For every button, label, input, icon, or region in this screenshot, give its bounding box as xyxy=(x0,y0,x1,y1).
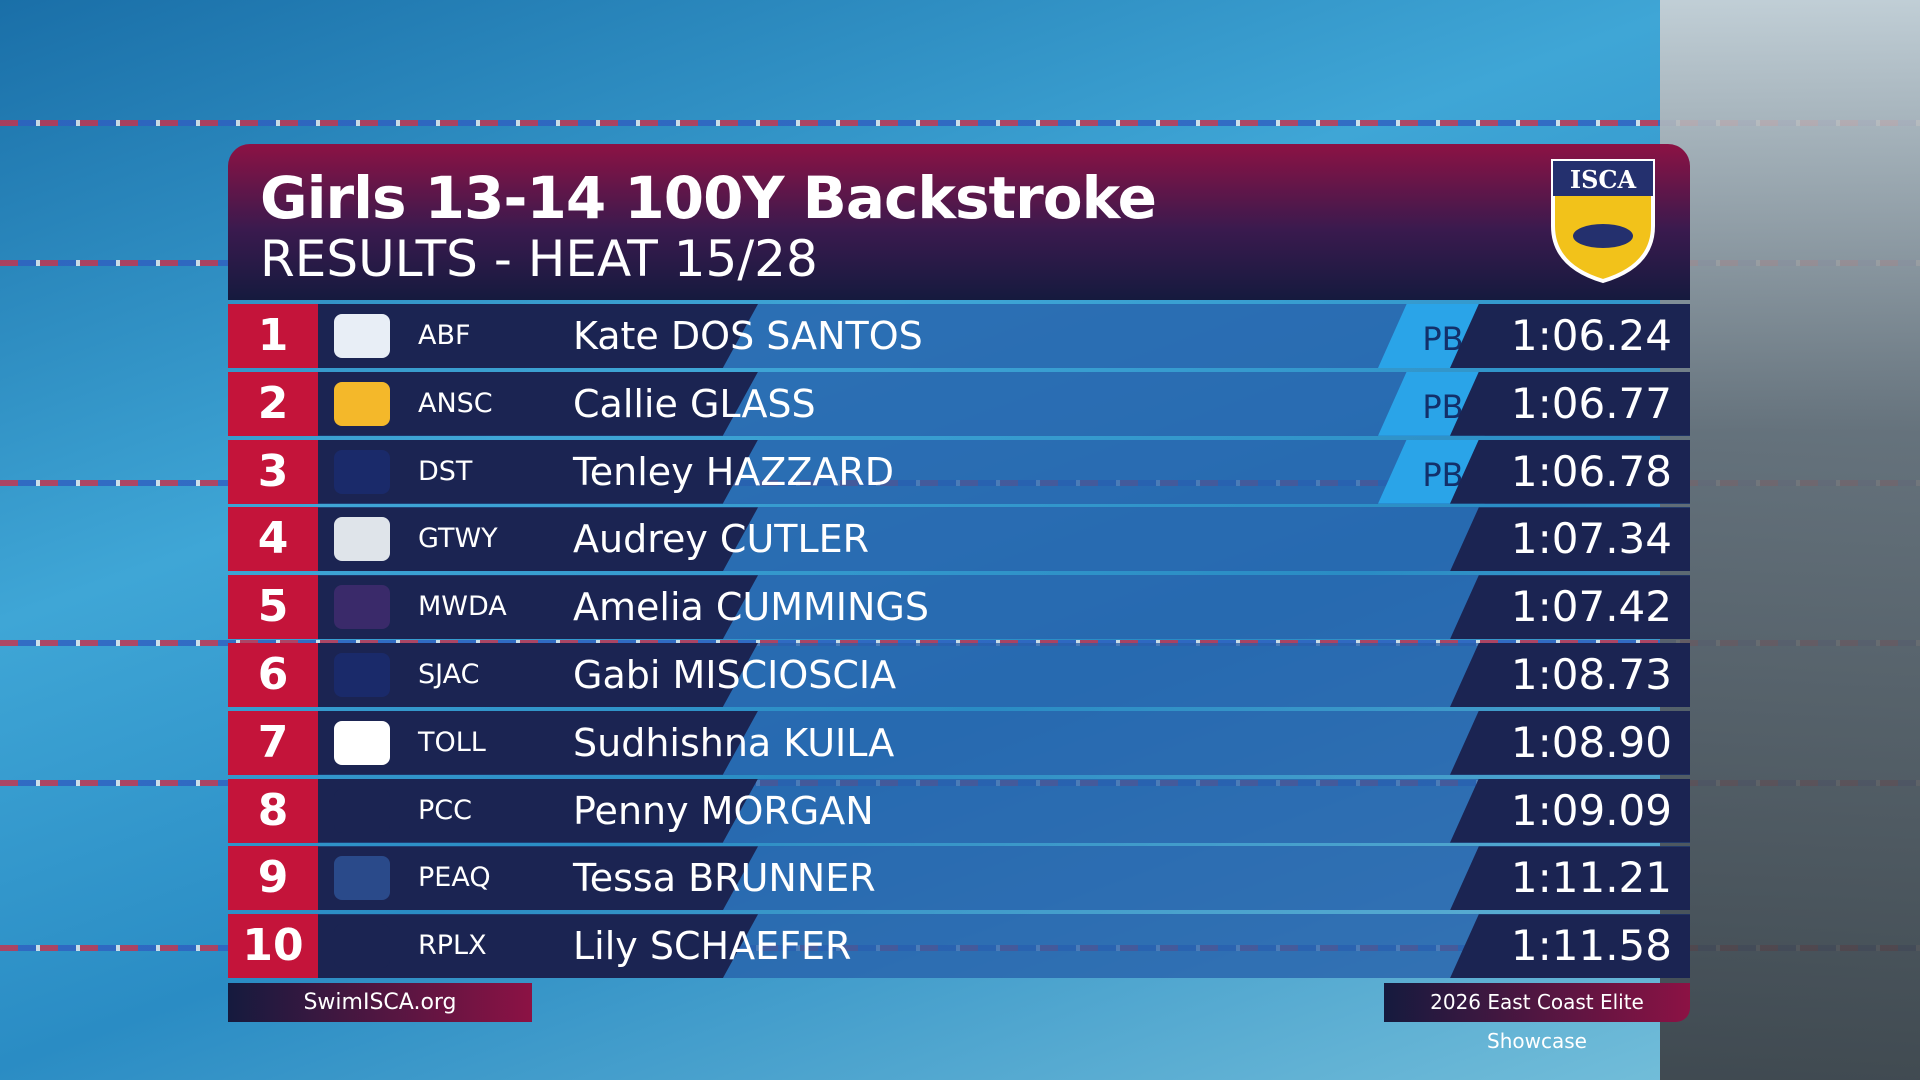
event-subtitle: RESULTS - HEAT 15/28 xyxy=(260,230,818,288)
time-block xyxy=(1450,710,1690,775)
swimmer-name: Gabi MISCIOSCIA xyxy=(573,653,897,697)
swimmer-name: Tenley HAZZARD xyxy=(573,449,895,494)
team-logo xyxy=(334,653,390,697)
footer-website: SwimISCA.org xyxy=(228,983,532,1022)
result-row: 8 PCC Penny MORGAN 1:09.09 xyxy=(228,778,1690,843)
team-block xyxy=(318,439,758,504)
team-logo xyxy=(334,381,390,426)
swim-time: 1:11.58 xyxy=(1510,921,1672,971)
team-logo xyxy=(334,585,390,630)
team-logo xyxy=(334,924,390,969)
swim-time: 1:08.90 xyxy=(1510,717,1672,767)
team-code: RPLX xyxy=(418,930,487,962)
swimmer-name: Audrey CUTLER xyxy=(573,517,870,562)
swim-time: 1:09.09 xyxy=(1510,785,1672,835)
team-code: MWDA xyxy=(418,591,507,623)
swimmer-name: Penny MORGAN xyxy=(573,788,874,833)
team-code: ABF xyxy=(418,320,471,351)
place: 1 xyxy=(228,304,318,368)
time-block xyxy=(1450,371,1690,436)
team-logo xyxy=(334,856,390,901)
team-logo xyxy=(334,788,390,833)
result-row: 2 ANSC Callie GLASS PB 1:06.77 xyxy=(228,371,1690,436)
place: 6 xyxy=(228,643,318,707)
team-block xyxy=(318,371,758,436)
result-row: 10 RPLX Lily SCHAEFER 1:11.58 xyxy=(228,914,1690,979)
time-block xyxy=(1450,914,1690,979)
team-code: GTWY xyxy=(418,523,498,555)
swim-time: 1:07.42 xyxy=(1510,582,1672,632)
result-row: 5 MWDA Amelia CUMMINGS 1:07.42 xyxy=(228,575,1690,640)
team-block xyxy=(318,778,758,843)
place: 5 xyxy=(228,575,318,640)
swim-time: 1:06.24 xyxy=(1510,311,1672,360)
place: 10 xyxy=(228,914,318,979)
team-code: DST xyxy=(418,455,473,487)
time-block xyxy=(1450,575,1690,640)
result-row: 6 SJAC Gabi MISCIOSCIA 1:08.73 xyxy=(228,643,1690,707)
pool-deck xyxy=(1660,0,1920,1080)
team-block xyxy=(318,846,758,911)
results-header: Girls 13-14 100Y Backstroke RESULTS - HE… xyxy=(228,144,1690,300)
swimmer-name: Amelia CUMMINGS xyxy=(573,585,929,630)
place: 4 xyxy=(228,507,318,572)
team-code: PCC xyxy=(418,794,472,826)
place: 7 xyxy=(228,710,318,775)
swim-time: 1:08.73 xyxy=(1510,650,1672,699)
logo-text: ISCA xyxy=(1570,165,1637,194)
team-block xyxy=(318,914,758,979)
swimmer-name: Lily SCHAEFER xyxy=(573,924,852,969)
swimmer-name: Tessa BRUNNER xyxy=(573,856,876,901)
team-code: SJAC xyxy=(418,659,480,690)
result-row: 1 ABF Kate DOS SANTOS PB 1:06.24 xyxy=(228,304,1690,368)
isca-logo: ISCA xyxy=(1551,159,1655,284)
place: 2 xyxy=(228,371,318,436)
team-logo xyxy=(334,449,390,494)
time-block xyxy=(1450,778,1690,843)
time-block xyxy=(1450,643,1690,707)
result-row: 9 PEAQ Tessa BRUNNER 1:11.21 xyxy=(228,846,1690,911)
event-title: Girls 13-14 100Y Backstroke xyxy=(260,164,1157,232)
swim-time: 1:06.78 xyxy=(1510,446,1672,496)
team-block xyxy=(318,575,758,640)
result-row: 4 GTWY Audrey CUTLER 1:07.34 xyxy=(228,507,1690,572)
team-logo xyxy=(334,314,390,358)
swimmer-name: Kate DOS SANTOS xyxy=(573,314,923,358)
time-block xyxy=(1450,304,1690,368)
swimmer-name: Sudhishna KUILA xyxy=(573,720,895,765)
place: 3 xyxy=(228,439,318,504)
swimmer-name: Callie GLASS xyxy=(573,381,816,426)
footer-meet: 2026 East Coast Elite Showcase xyxy=(1384,983,1690,1053)
lane-line xyxy=(0,120,1920,126)
team-block xyxy=(318,507,758,572)
team-logo xyxy=(334,517,390,562)
place: 9 xyxy=(228,846,318,911)
time-block xyxy=(1450,439,1690,504)
swim-time: 1:07.34 xyxy=(1510,514,1672,564)
team-code: ANSC xyxy=(418,387,493,419)
swim-time: 1:06.77 xyxy=(1510,378,1672,428)
team-block xyxy=(318,304,758,368)
team-block xyxy=(318,643,758,707)
time-block xyxy=(1450,846,1690,911)
team-block xyxy=(318,710,758,775)
team-code: TOLL xyxy=(418,726,486,758)
place: 8 xyxy=(228,778,318,843)
team-logo xyxy=(334,720,390,765)
team-code: PEAQ xyxy=(418,862,491,894)
result-row: 7 TOLL Sudhishna KUILA 1:08.90 xyxy=(228,710,1690,775)
result-row: 3 DST Tenley HAZZARD PB 1:06.78 xyxy=(228,439,1690,504)
swim-time: 1:11.21 xyxy=(1510,853,1672,903)
time-block xyxy=(1450,507,1690,572)
